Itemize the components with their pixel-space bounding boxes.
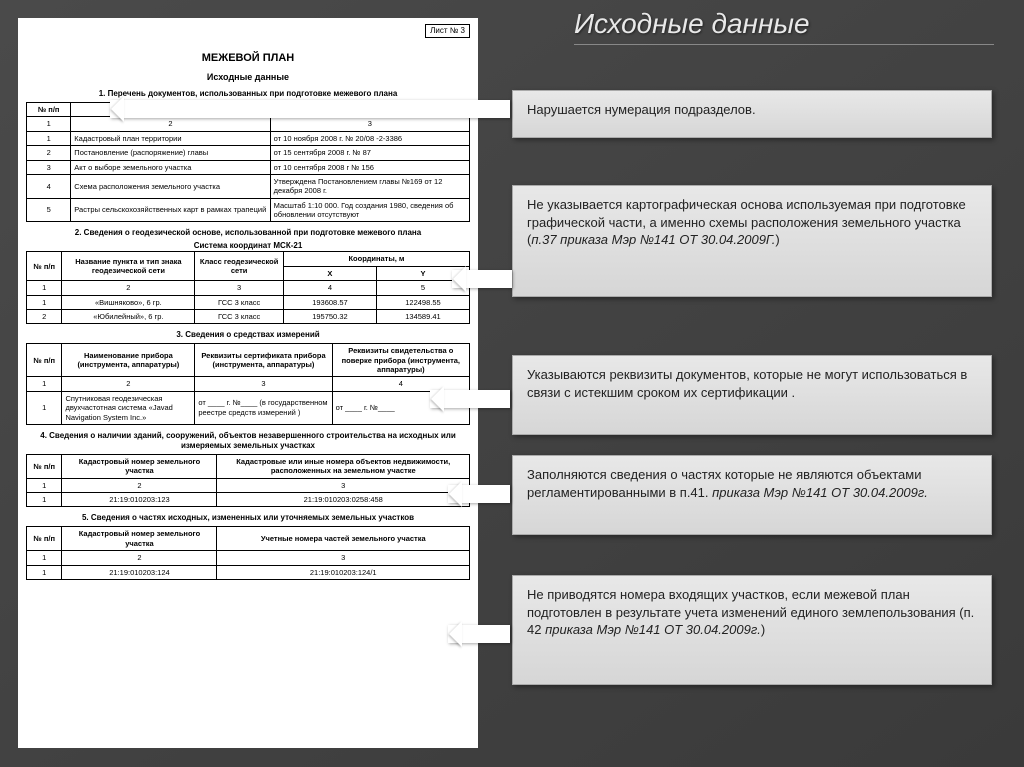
arrow-4: [448, 625, 510, 643]
arrow-0: [110, 100, 510, 118]
callout-2: Указываются реквизиты документов, которы…: [512, 355, 992, 435]
arrow-2: [430, 390, 510, 408]
arrow-1: [452, 270, 512, 288]
table-3: № п/п Наименование прибора (инструмента,…: [26, 343, 470, 425]
table-1: № п/п Наименование документа Реквизиты д…: [26, 102, 470, 222]
doc-subtitle: Исходные данные: [26, 72, 470, 83]
arrow-3: [448, 485, 510, 503]
document-pane: Лист № 3 МЕЖЕВОЙ ПЛАН Исходные данные 1.…: [18, 18, 478, 748]
section-3-title: 3. Сведения о средствах измерений: [26, 330, 470, 340]
coord-system: Система координат МСК-21: [26, 241, 470, 251]
section-4-title: 4. Сведения о наличии зданий, сооружений…: [26, 431, 470, 451]
section-2-title: 2. Сведения о геодезической основе, испо…: [26, 228, 470, 238]
section-1-title: 1. Перечень документов, использованных п…: [26, 89, 470, 99]
callout-1: Не указывается картографическая основа и…: [512, 185, 992, 297]
table-5: № п/п Кадастровый номер земельного участ…: [26, 526, 470, 580]
table-4: № п/п Кадастровый номер земельного участ…: [26, 454, 470, 508]
table-2: № п/п Название пункта и тип знака геодез…: [26, 251, 470, 324]
sheet-number: Лист № 3: [425, 24, 470, 38]
callout-4: Не приводятся номера входящих участков, …: [512, 575, 992, 685]
section-5-title: 5. Сведения о частях исходных, измененны…: [26, 513, 470, 523]
callout-3: Заполняются сведения о частях которые не…: [512, 455, 992, 535]
callout-0: Нарушается нумерация подразделов.: [512, 90, 992, 138]
doc-title: МЕЖЕВОЙ ПЛАН: [26, 52, 470, 66]
t1-h0: № п/п: [27, 103, 71, 117]
slide-title: Исходные данные: [574, 8, 994, 45]
